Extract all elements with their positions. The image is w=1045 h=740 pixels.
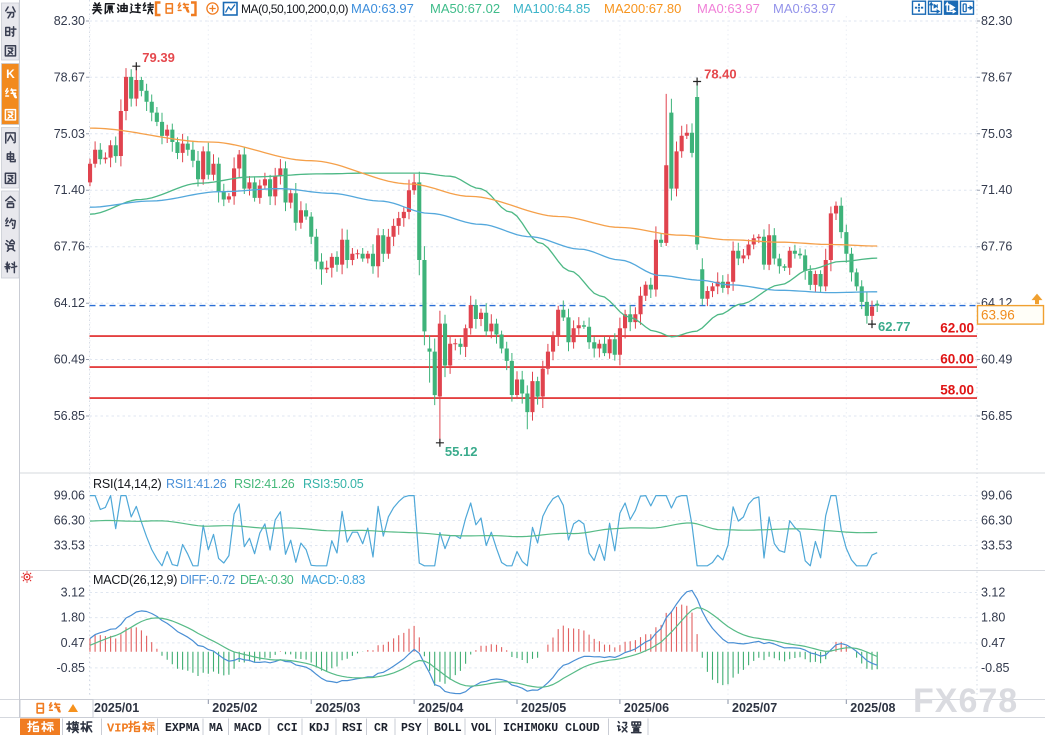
svg-text:2025/08: 2025/08 bbox=[850, 701, 895, 715]
svg-text:62.77: 62.77 bbox=[878, 319, 911, 334]
svg-text:55.12: 55.12 bbox=[445, 444, 478, 459]
svg-text:RSI3:50.05: RSI3:50.05 bbox=[303, 477, 364, 491]
svg-text:MACD:-0.83: MACD:-0.83 bbox=[301, 573, 365, 587]
svg-text:-0.85: -0.85 bbox=[57, 661, 86, 675]
svg-text:75.03: 75.03 bbox=[54, 127, 85, 141]
svg-text:99.06: 99.06 bbox=[981, 489, 1012, 503]
svg-text:82.30: 82.30 bbox=[54, 14, 85, 28]
svg-text:78.67: 78.67 bbox=[981, 70, 1012, 84]
svg-text:67.76: 67.76 bbox=[981, 240, 1012, 254]
svg-text:71.40: 71.40 bbox=[54, 183, 85, 197]
svg-text:79.39: 79.39 bbox=[142, 50, 175, 65]
svg-text:BOLL: BOLL bbox=[434, 722, 462, 735]
svg-text:56.85: 56.85 bbox=[54, 409, 85, 423]
svg-text:2025/02: 2025/02 bbox=[212, 701, 257, 715]
svg-text:78.67: 78.67 bbox=[54, 70, 85, 84]
svg-text:82.30: 82.30 bbox=[981, 14, 1012, 28]
svg-text:1.80: 1.80 bbox=[981, 611, 1005, 625]
svg-text:-0.85: -0.85 bbox=[981, 661, 1010, 675]
svg-text:1.80: 1.80 bbox=[61, 611, 85, 625]
svg-text:0.47: 0.47 bbox=[981, 636, 1005, 650]
svg-text:RSI2:41.26: RSI2:41.26 bbox=[234, 477, 295, 491]
svg-text:K: K bbox=[6, 67, 15, 81]
svg-text:MACD: MACD bbox=[234, 722, 262, 735]
svg-text:PSY: PSY bbox=[401, 722, 422, 735]
svg-text:MA0:63.97: MA0:63.97 bbox=[351, 1, 414, 16]
svg-text:64.12: 64.12 bbox=[54, 296, 85, 310]
svg-text:RSI1:41.26: RSI1:41.26 bbox=[166, 477, 227, 491]
svg-text:62.00: 62.00 bbox=[940, 321, 974, 336]
svg-text:VIP: VIP bbox=[107, 722, 129, 736]
svg-text:56.85: 56.85 bbox=[981, 409, 1012, 423]
svg-text:75.03: 75.03 bbox=[981, 127, 1012, 141]
svg-text:FX678: FX678 bbox=[913, 682, 1018, 720]
svg-text:MA200:67.80: MA200:67.80 bbox=[604, 1, 681, 16]
svg-text:MA: MA bbox=[209, 722, 223, 735]
svg-text:3.12: 3.12 bbox=[981, 586, 1005, 600]
svg-text:33.53: 33.53 bbox=[54, 539, 85, 553]
svg-text:MA(0,50,100,200,0,0): MA(0,50,100,200,0,0) bbox=[241, 2, 349, 16]
svg-text:78.40: 78.40 bbox=[704, 67, 737, 82]
svg-text:33.53: 33.53 bbox=[981, 539, 1012, 553]
svg-text:DIFF:-0.72: DIFF:-0.72 bbox=[180, 573, 235, 587]
svg-text:DEA:-0.30: DEA:-0.30 bbox=[240, 573, 294, 587]
svg-text:RSI: RSI bbox=[342, 722, 363, 735]
svg-text:MA0:63.97: MA0:63.97 bbox=[697, 1, 760, 16]
svg-text:0.47: 0.47 bbox=[61, 636, 85, 650]
svg-text:2025/03: 2025/03 bbox=[315, 701, 360, 715]
svg-text:66.30: 66.30 bbox=[981, 514, 1012, 528]
svg-text:MA50:67.02: MA50:67.02 bbox=[430, 1, 500, 16]
svg-text:63.96: 63.96 bbox=[981, 308, 1015, 323]
svg-text:CCI: CCI bbox=[277, 722, 298, 735]
svg-text:KDJ: KDJ bbox=[309, 722, 330, 735]
svg-text:2025/06: 2025/06 bbox=[624, 701, 669, 715]
svg-text:67.76: 67.76 bbox=[54, 240, 85, 254]
svg-text:VOL: VOL bbox=[471, 722, 492, 735]
svg-text:MA0:63.97: MA0:63.97 bbox=[773, 1, 836, 16]
svg-text:60.49: 60.49 bbox=[54, 353, 85, 367]
svg-text:3.12: 3.12 bbox=[61, 586, 85, 600]
svg-text:66.30: 66.30 bbox=[54, 514, 85, 528]
svg-text:71.40: 71.40 bbox=[981, 183, 1012, 197]
svg-text:2025/01: 2025/01 bbox=[94, 701, 139, 715]
svg-text:60.00: 60.00 bbox=[940, 352, 974, 367]
svg-text:2025/04: 2025/04 bbox=[418, 701, 463, 715]
svg-text:2025/05: 2025/05 bbox=[521, 701, 566, 715]
svg-text:RSI(14,14,2): RSI(14,14,2) bbox=[93, 477, 162, 491]
svg-text:MACD(26,12,9): MACD(26,12,9) bbox=[93, 573, 177, 587]
svg-text:2025/07: 2025/07 bbox=[732, 701, 777, 715]
svg-text:EXPMA: EXPMA bbox=[165, 722, 200, 735]
svg-text:60.49: 60.49 bbox=[981, 353, 1012, 367]
svg-text:CR: CR bbox=[374, 722, 388, 735]
svg-text:99.06: 99.06 bbox=[54, 489, 85, 503]
svg-text:MA100:64.85: MA100:64.85 bbox=[513, 1, 590, 16]
svg-text:ICHIMOKU CLOUD: ICHIMOKU CLOUD bbox=[503, 722, 600, 735]
svg-text:58.00: 58.00 bbox=[940, 383, 974, 398]
